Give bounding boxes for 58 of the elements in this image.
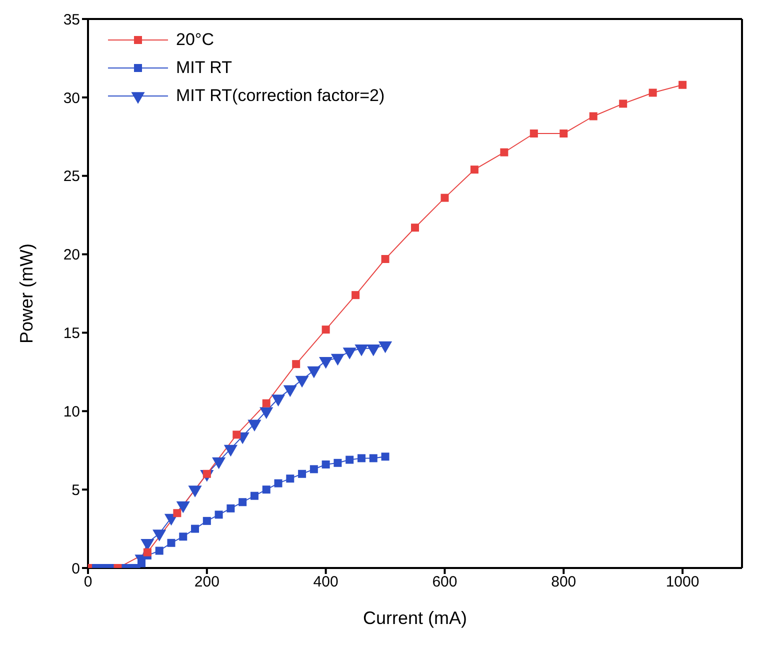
point <box>262 486 270 494</box>
point <box>143 548 152 556</box>
point <box>334 458 342 467</box>
x-axis-title: Current (mA) <box>362 608 468 628</box>
x-tick-label: 600 <box>432 574 458 591</box>
point <box>298 470 306 478</box>
point <box>214 510 223 519</box>
point <box>678 80 687 89</box>
point <box>202 516 211 525</box>
y-tick-label: 30 <box>63 90 80 107</box>
point <box>173 509 182 518</box>
x-tick-label: 400 <box>313 574 338 591</box>
point <box>322 460 330 468</box>
point <box>179 532 188 541</box>
point <box>238 498 247 506</box>
point <box>138 559 146 568</box>
x-tick-label: 200 <box>194 574 220 591</box>
point <box>369 454 378 462</box>
y-tick-label: 0 <box>72 560 80 578</box>
point <box>346 456 354 464</box>
x-tick-label: 0 <box>84 574 92 591</box>
point <box>155 546 164 555</box>
point <box>226 504 235 512</box>
point <box>322 326 330 334</box>
point <box>470 166 478 174</box>
point <box>310 465 318 474</box>
legend-label: MIT RT <box>176 58 232 78</box>
point <box>560 130 568 138</box>
point <box>530 130 538 138</box>
point <box>274 479 282 488</box>
point <box>232 430 241 439</box>
point <box>262 399 270 408</box>
point <box>589 112 598 120</box>
y-tick-label: 15 <box>63 325 80 342</box>
point <box>648 88 657 97</box>
point <box>381 254 390 263</box>
x-tick-label: 1000 <box>666 574 700 591</box>
point <box>381 452 390 461</box>
legend-label: 20°C <box>176 30 214 50</box>
point <box>250 492 258 500</box>
y-tick-label: 25 <box>63 168 80 186</box>
point <box>286 474 294 483</box>
legend-label: MIT RT(correction factor=2) <box>176 86 385 106</box>
point <box>500 148 508 156</box>
point <box>619 100 628 108</box>
y-axis-title: Power (mW) <box>16 244 36 344</box>
y-tick-label: 35 <box>63 11 80 28</box>
point <box>167 538 176 547</box>
x-tick-label: 800 <box>551 574 576 591</box>
y-tick-label: 10 <box>63 403 80 420</box>
point <box>352 291 360 300</box>
y-tick-label: 5 <box>72 482 80 499</box>
point <box>357 454 366 462</box>
point <box>411 224 419 232</box>
point <box>292 360 300 368</box>
y-tick-label: 20 <box>63 246 80 264</box>
point <box>191 524 200 533</box>
point <box>440 194 449 202</box>
